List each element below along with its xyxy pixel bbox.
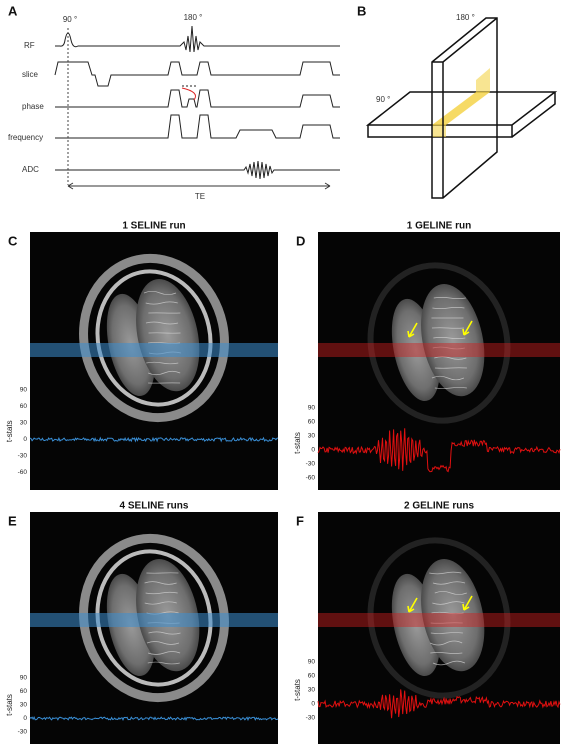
panel-label: D xyxy=(296,233,305,248)
panel-label: F xyxy=(296,513,304,528)
row-label: phase xyxy=(22,102,44,111)
y-tick-label: -30 xyxy=(18,453,28,460)
y-tick-label: -60 xyxy=(18,469,28,476)
y-tick-label: 0 xyxy=(23,715,27,722)
axis-label: t-stats xyxy=(5,420,14,442)
y-tick-label: 30 xyxy=(20,420,28,427)
echo-time: TE xyxy=(195,192,205,201)
panel-label: C xyxy=(8,233,18,248)
row-label: ADC xyxy=(22,165,39,174)
y-tick-label: 90 xyxy=(308,405,316,412)
adc-line xyxy=(55,161,340,179)
slice-band xyxy=(30,343,278,357)
slice-band xyxy=(318,613,560,627)
red-arrow xyxy=(182,88,196,100)
horizontal-plane xyxy=(368,92,555,137)
axis-label: t-stats xyxy=(293,432,302,454)
y-tick-label: 30 xyxy=(20,702,28,709)
axis-label: t-stats xyxy=(5,694,14,716)
plane-diagram: B 180 ° 90 ° xyxy=(357,3,555,198)
figure: A 90 ° 180 ° RF slice phase frequency AD… xyxy=(0,0,563,744)
row-label: RF xyxy=(24,41,35,50)
y-tick-label: 60 xyxy=(20,403,28,410)
panel-label: A xyxy=(8,3,18,18)
plane-label: 180 ° xyxy=(456,13,475,22)
y-tick-label: -30 xyxy=(306,715,316,722)
y-tick-label: -30 xyxy=(306,461,316,468)
y-tick-label: 90 xyxy=(20,387,28,394)
pulse-sequence: A 90 ° 180 ° RF slice phase frequency AD… xyxy=(8,3,340,201)
y-tick-label: 90 xyxy=(308,659,316,666)
y-tick-label: 0 xyxy=(311,447,315,454)
row-label: slice xyxy=(22,70,39,79)
y-tick-label: -60 xyxy=(306,475,316,482)
slice-band xyxy=(30,613,278,627)
y-tick-label: 90 xyxy=(20,675,28,682)
y-tick-label: -30 xyxy=(18,729,28,736)
y-tick-label: 0 xyxy=(23,436,27,443)
rf-line xyxy=(55,26,340,52)
panel-title: 4 SELINE runs xyxy=(120,501,189,512)
flip-angle: 180 ° xyxy=(184,13,203,22)
flip-angle: 90 ° xyxy=(63,15,77,24)
y-tick-label: 30 xyxy=(308,687,316,694)
panel-title: 1 GELINE run xyxy=(407,221,471,232)
te-arrow xyxy=(68,183,330,189)
slice-line xyxy=(55,62,340,86)
axis-label: t-stats xyxy=(293,679,302,701)
panel-label: E xyxy=(8,513,17,528)
row-label: frequency xyxy=(8,133,43,142)
panel-label: B xyxy=(357,3,366,18)
frequency-line xyxy=(55,115,340,138)
y-tick-label: 60 xyxy=(308,673,316,680)
panel-title: 2 GELINE runs xyxy=(404,501,474,512)
y-tick-label: 60 xyxy=(20,688,28,695)
plane-label: 90 ° xyxy=(376,95,390,104)
y-tick-label: 60 xyxy=(308,419,316,426)
phase-line xyxy=(55,90,340,107)
slice-band xyxy=(318,343,560,357)
panel-title: 1 SELINE run xyxy=(122,221,185,232)
y-tick-label: 0 xyxy=(311,701,315,708)
y-tick-label: 30 xyxy=(308,433,316,440)
